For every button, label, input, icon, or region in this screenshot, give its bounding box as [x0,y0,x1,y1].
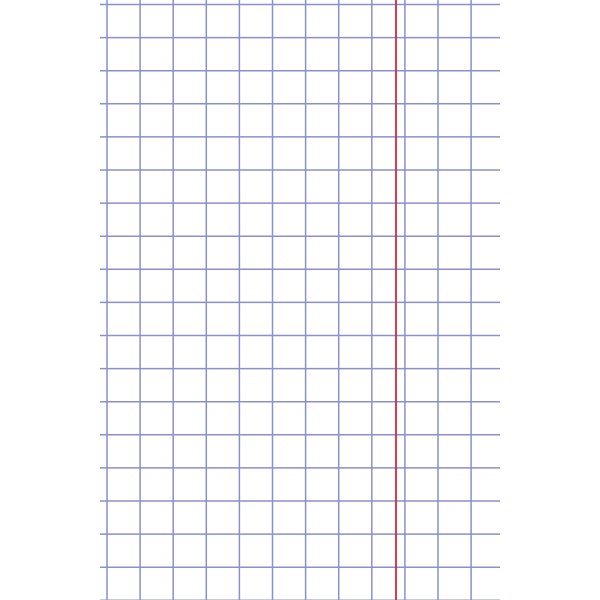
graph-paper-sheet [100,0,500,600]
